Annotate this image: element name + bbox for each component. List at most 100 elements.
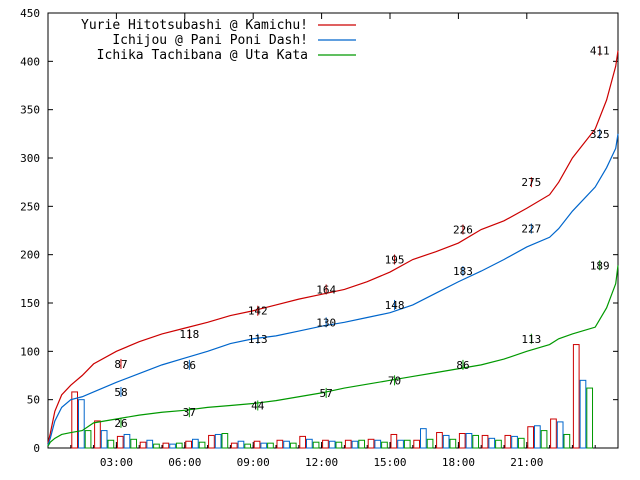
histogram-bar [534, 425, 541, 449]
histogram-bar [116, 435, 124, 449]
histogram-bar [572, 344, 580, 449]
histogram-bar [367, 438, 375, 449]
histogram-bar [162, 442, 170, 449]
data-point-label: 325 [590, 128, 610, 141]
histogram-bars [71, 344, 594, 449]
axis-ticks: 0 50 100 150 200 250 300 350 400 450 03:00 06:00 09:… [20, 7, 619, 469]
data-point-label: 44 [251, 399, 265, 412]
histogram-bar [381, 441, 388, 449]
data-point-label: 113 [521, 333, 541, 346]
data-labels: 87 118 142 164 195 226 275 411 58 86 113 130 148 183 2… [114, 45, 609, 430]
histogram-bar [214, 433, 222, 449]
legend-entry-label: Ichika Tachibana @ Uta Kata [97, 48, 308, 63]
x-tick-label: 06:00 [168, 456, 201, 469]
histogram-bar [472, 434, 480, 449]
histogram-bar [511, 435, 518, 449]
histogram-bar [481, 434, 489, 449]
histogram-bar [426, 438, 434, 449]
data-point-label: 148 [385, 299, 405, 312]
histogram-bar [146, 439, 154, 449]
data-point-label: 57 [320, 387, 333, 400]
data-point-label: 227 [521, 223, 541, 236]
histogram-bar [123, 433, 131, 449]
data-point-label: 118 [179, 328, 199, 341]
y-tick-label: 200 [20, 249, 40, 262]
data-point-label: 58 [114, 386, 127, 399]
histogram-bar [586, 387, 594, 449]
legend-entry-label: Ichijou @ Pani Poni Dash! [112, 33, 308, 48]
x-tick-label: 15:00 [373, 456, 406, 469]
y-tick-label: 350 [20, 104, 40, 117]
histogram-bar [276, 439, 284, 449]
y-tick-label: 250 [20, 200, 40, 213]
histogram-bar [244, 443, 252, 449]
histogram-bar [230, 442, 238, 449]
histogram-bar [185, 440, 193, 449]
histogram-bar [208, 434, 215, 449]
histogram-bar [351, 440, 359, 449]
histogram-bar [397, 439, 404, 449]
histogram-bar [283, 440, 290, 449]
data-point-label: 37 [183, 406, 196, 419]
histogram-bar [299, 435, 307, 449]
data-point-label: 183 [453, 265, 473, 278]
histogram-bar [253, 440, 261, 449]
histogram-bar [107, 439, 115, 449]
histogram-bar [527, 426, 535, 449]
histogram-bar [94, 420, 101, 449]
y-tick-label: 400 [20, 55, 40, 68]
histogram-bar [436, 432, 443, 449]
data-point-label: 86 [183, 359, 196, 372]
histogram-bar [517, 437, 525, 449]
legend: Yurie Hitotsubashi @ Kamichu!Ichijou @ P… [81, 18, 356, 63]
x-tick-label: 03:00 [100, 456, 133, 469]
histogram-bar [260, 442, 268, 449]
histogram-bar [78, 399, 85, 449]
data-point-label: 164 [316, 283, 336, 296]
histogram-bar [237, 440, 245, 449]
data-point-label: 142 [248, 305, 268, 318]
histogram-bar [344, 439, 352, 449]
histogram-bar [175, 442, 183, 449]
histogram-bar [169, 443, 176, 449]
x-tick-label: 21:00 [510, 456, 543, 469]
histogram-bar [198, 441, 206, 449]
histogram-bar [374, 439, 382, 449]
y-tick-label: 300 [20, 152, 40, 165]
cumulative-lines [47, 50, 619, 447]
histogram-bar [335, 441, 343, 449]
x-tick-label: 09:00 [237, 456, 270, 469]
histogram-bar [465, 433, 473, 449]
histogram-bar [449, 438, 457, 449]
histogram-bar [413, 439, 421, 449]
histogram-bar [495, 439, 502, 449]
x-tick-label: 18:00 [442, 456, 475, 469]
y-tick-label: 100 [20, 345, 40, 358]
histogram-bar [328, 440, 336, 449]
x-tick-label: 12:00 [305, 456, 338, 469]
histogram-bar [540, 430, 548, 449]
histogram-bar [550, 418, 557, 449]
histogram-bar [192, 438, 199, 449]
histogram-bar [390, 433, 398, 449]
legend-entry-label: Yurie Hitotsubashi @ Kamichu! [81, 18, 308, 33]
histogram-bar [312, 441, 320, 449]
series-line [47, 265, 619, 447]
histogram-bar [139, 441, 147, 449]
histogram-bar [221, 433, 229, 449]
data-point-label: 113 [248, 333, 268, 346]
series-line [47, 50, 619, 444]
data-point-label: 70 [388, 374, 401, 387]
data-point-label: 87 [114, 358, 127, 371]
histogram-bar [267, 442, 274, 449]
data-point-label: 195 [385, 254, 405, 267]
data-point-label: 189 [590, 259, 610, 272]
data-point-label: 411 [590, 45, 610, 58]
histogram-bar [289, 442, 297, 449]
histogram-bar [84, 430, 92, 449]
histogram-bar [458, 433, 466, 449]
histogram-bar [358, 439, 366, 449]
histogram-bar [442, 434, 450, 449]
y-tick-label: 450 [20, 7, 40, 20]
